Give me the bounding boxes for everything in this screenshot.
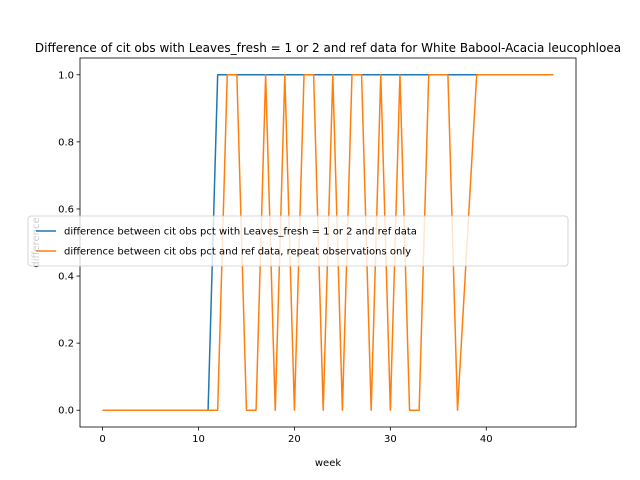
series-line-2	[102, 74, 554, 411]
legend-label-1: difference between cit obs pct with Leav…	[64, 227, 417, 238]
legend-box	[27, 215, 569, 267]
legend-label-2: difference between cit obs pct and ref d…	[64, 247, 411, 258]
y-tick-label: 0.4	[58, 272, 74, 283]
x-tick-label: 30	[384, 434, 397, 445]
x-tick-label: 0	[99, 434, 105, 445]
x-tick-label: 20	[288, 434, 301, 445]
legend: difference between cit obs pct with Leav…	[27, 215, 569, 267]
y-tick-label: 0.2	[58, 339, 74, 350]
x-tick-label: 10	[192, 434, 205, 445]
chart-title: Difference of cit obs with Leaves_fresh …	[35, 41, 621, 55]
y-tick-label: 0.6	[58, 204, 74, 215]
y-tick-label: 0.0	[58, 406, 74, 417]
y-tick-label: 1.0	[58, 70, 74, 81]
x-axis-title: week	[315, 458, 341, 469]
axis-ticks: 0 10 20 30 40 0.0 0.2 0.4 0.6 0.8 1.0	[58, 70, 493, 445]
x-tick-label: 40	[480, 434, 493, 445]
y-tick-label: 0.8	[58, 137, 74, 148]
